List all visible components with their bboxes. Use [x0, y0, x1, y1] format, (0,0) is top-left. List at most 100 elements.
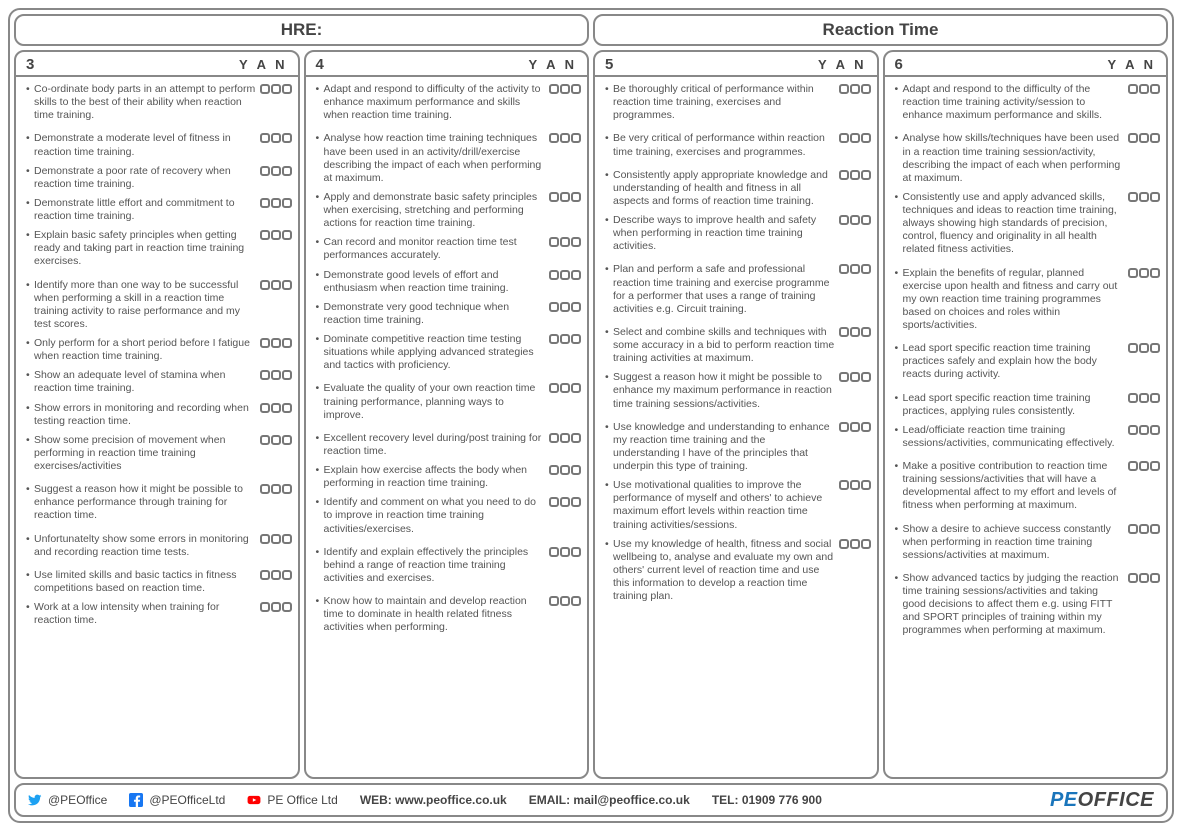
checkbox[interactable]: [571, 497, 581, 507]
checkbox[interactable]: [1139, 133, 1149, 143]
checkbox[interactable]: [571, 383, 581, 393]
checkbox[interactable]: [1139, 425, 1149, 435]
checkbox[interactable]: [282, 338, 292, 348]
checkbox[interactable]: [1139, 461, 1149, 471]
checkbox[interactable]: [560, 383, 570, 393]
checkbox[interactable]: [850, 422, 860, 432]
checkbox[interactable]: [260, 534, 270, 544]
checkbox[interactable]: [260, 166, 270, 176]
checkbox[interactable]: [1128, 393, 1138, 403]
checkbox[interactable]: [850, 480, 860, 490]
checkbox[interactable]: [1139, 192, 1149, 202]
checkbox[interactable]: [1150, 343, 1160, 353]
checkbox[interactable]: [549, 237, 559, 247]
checkbox[interactable]: [560, 433, 570, 443]
checkbox[interactable]: [1128, 343, 1138, 353]
checkbox[interactable]: [549, 133, 559, 143]
checkbox[interactable]: [1128, 425, 1138, 435]
checkbox[interactable]: [549, 270, 559, 280]
checkbox[interactable]: [260, 230, 270, 240]
checkbox[interactable]: [260, 133, 270, 143]
checkbox[interactable]: [271, 370, 281, 380]
checkbox[interactable]: [571, 465, 581, 475]
checkbox[interactable]: [850, 170, 860, 180]
checkbox[interactable]: [271, 484, 281, 494]
checkbox[interactable]: [861, 327, 871, 337]
checkbox[interactable]: [560, 192, 570, 202]
checkbox[interactable]: [1150, 425, 1160, 435]
checkbox[interactable]: [571, 433, 581, 443]
checkbox[interactable]: [271, 435, 281, 445]
checkbox[interactable]: [571, 547, 581, 557]
checkbox[interactable]: [1150, 573, 1160, 583]
checkbox[interactable]: [850, 84, 860, 94]
checkbox[interactable]: [1128, 192, 1138, 202]
checkbox[interactable]: [560, 334, 570, 344]
checkbox[interactable]: [282, 280, 292, 290]
checkbox[interactable]: [260, 280, 270, 290]
checkbox[interactable]: [282, 570, 292, 580]
checkbox[interactable]: [1128, 84, 1138, 94]
checkbox[interactable]: [839, 539, 849, 549]
checkbox[interactable]: [839, 327, 849, 337]
checkbox[interactable]: [839, 372, 849, 382]
checkbox[interactable]: [271, 230, 281, 240]
checkbox[interactable]: [1128, 573, 1138, 583]
checkbox[interactable]: [1128, 524, 1138, 534]
checkbox[interactable]: [850, 133, 860, 143]
checkbox[interactable]: [271, 570, 281, 580]
checkbox[interactable]: [549, 84, 559, 94]
checkbox[interactable]: [861, 480, 871, 490]
checkbox[interactable]: [861, 264, 871, 274]
checkbox[interactable]: [549, 547, 559, 557]
checkbox[interactable]: [571, 133, 581, 143]
checkbox[interactable]: [1139, 84, 1149, 94]
checkbox[interactable]: [839, 84, 849, 94]
checkbox[interactable]: [1128, 133, 1138, 143]
checkbox[interactable]: [861, 133, 871, 143]
checkbox[interactable]: [571, 302, 581, 312]
checkbox[interactable]: [549, 465, 559, 475]
checkbox[interactable]: [839, 133, 849, 143]
checkbox[interactable]: [861, 372, 871, 382]
checkbox[interactable]: [560, 84, 570, 94]
checkbox[interactable]: [271, 133, 281, 143]
checkbox[interactable]: [1128, 461, 1138, 471]
checkbox[interactable]: [861, 539, 871, 549]
checkbox[interactable]: [260, 338, 270, 348]
checkbox[interactable]: [839, 480, 849, 490]
checkbox[interactable]: [571, 237, 581, 247]
checkbox[interactable]: [861, 84, 871, 94]
checkbox[interactable]: [549, 192, 559, 202]
checkbox[interactable]: [850, 372, 860, 382]
checkbox[interactable]: [839, 422, 849, 432]
checkbox[interactable]: [1139, 573, 1149, 583]
checkbox[interactable]: [1128, 268, 1138, 278]
checkbox[interactable]: [1150, 192, 1160, 202]
checkbox[interactable]: [260, 370, 270, 380]
checkbox[interactable]: [282, 403, 292, 413]
checkbox[interactable]: [549, 334, 559, 344]
checkbox[interactable]: [271, 166, 281, 176]
checkbox[interactable]: [1139, 343, 1149, 353]
checkbox[interactable]: [282, 484, 292, 494]
checkbox[interactable]: [571, 334, 581, 344]
checkbox[interactable]: [260, 602, 270, 612]
checkbox[interactable]: [271, 198, 281, 208]
checkbox[interactable]: [571, 596, 581, 606]
checkbox[interactable]: [1150, 84, 1160, 94]
checkbox[interactable]: [571, 192, 581, 202]
checkbox[interactable]: [549, 433, 559, 443]
checkbox[interactable]: [560, 596, 570, 606]
checkbox[interactable]: [271, 84, 281, 94]
checkbox[interactable]: [260, 570, 270, 580]
checkbox[interactable]: [850, 539, 860, 549]
checkbox[interactable]: [571, 270, 581, 280]
checkbox[interactable]: [282, 435, 292, 445]
checkbox[interactable]: [850, 264, 860, 274]
checkbox[interactable]: [271, 338, 281, 348]
checkbox[interactable]: [549, 596, 559, 606]
checkbox[interactable]: [271, 280, 281, 290]
checkbox[interactable]: [282, 534, 292, 544]
checkbox[interactable]: [850, 215, 860, 225]
